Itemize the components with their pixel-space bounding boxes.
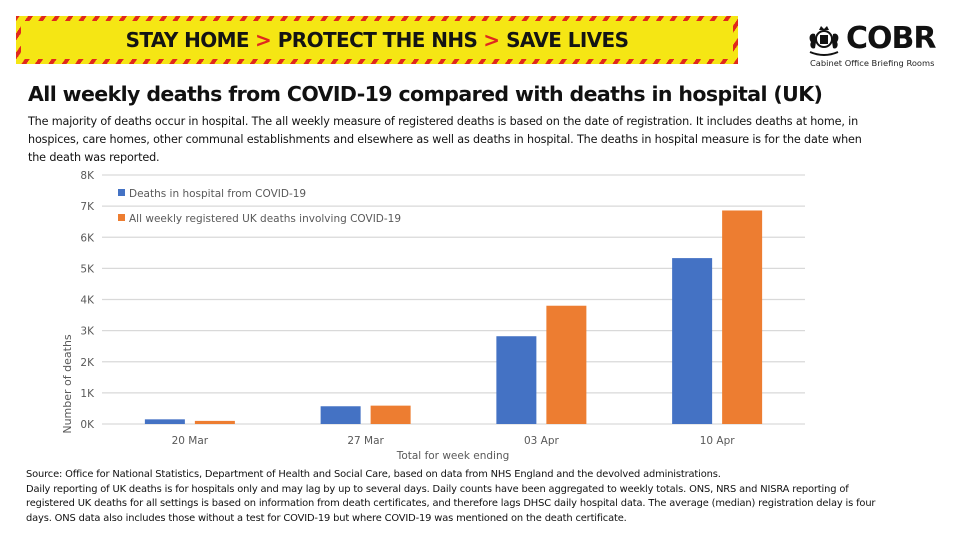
- x-axis-ticks: 20 Mar 27 Mar 03 Apr 10 Apr: [172, 435, 736, 447]
- legend-label: All weekly registered UK deaths involvin…: [129, 213, 401, 225]
- description-line: The majority of deaths occur in hospital…: [28, 115, 859, 128]
- legend-swatch: [118, 214, 125, 221]
- logo-title: COBR: [846, 21, 936, 56]
- bar-hospital: [496, 336, 537, 424]
- chevron-right-icon: >: [254, 28, 272, 52]
- slogan-stay-home: STAY HOME: [125, 28, 250, 52]
- slogan-save-lives: SAVE LIVES: [506, 28, 629, 52]
- note-line: registered UK deaths for all settings is…: [26, 498, 876, 509]
- x-tick-label: 10 Apr: [700, 435, 736, 447]
- legend-swatch: [118, 189, 125, 196]
- legend-item: All weekly registered UK deaths involvin…: [118, 213, 401, 225]
- y-tick-label: 3K: [80, 326, 95, 338]
- slogan-protect-nhs: PROTECT THE NHS: [277, 28, 478, 52]
- bar-registered: [370, 405, 411, 424]
- bars: [144, 210, 763, 424]
- y-axis-label: Number of deaths: [61, 334, 74, 434]
- y-tick-label: 0K: [80, 419, 95, 431]
- y-tick-label: 4K: [80, 295, 95, 307]
- x-tick-label: 03 Apr: [524, 435, 560, 447]
- page-title: All weekly deaths from COVID-19 compared…: [28, 82, 823, 106]
- bar-registered: [194, 420, 235, 424]
- note-line: Daily reporting of UK deaths is for hosp…: [26, 483, 849, 495]
- y-tick-label: 8K: [80, 170, 95, 182]
- x-axis-label: Total for week ending: [396, 450, 510, 462]
- legend-item: Deaths in hospital from COVID-19: [118, 188, 306, 200]
- y-tick-label: 1K: [80, 388, 95, 400]
- y-tick-label: 7K: [80, 201, 95, 213]
- description-line: hospices, care homes, other communal est…: [28, 133, 862, 146]
- legend-label: Deaths in hospital from COVID-19: [129, 188, 306, 200]
- slogan-banner: STAY HOME > PROTECT THE NHS > SAVE LIVES: [16, 16, 738, 64]
- y-tick-label: 6K: [80, 232, 95, 244]
- bar-hospital: [672, 258, 713, 424]
- logo-subtitle: Cabinet Office Briefing Rooms: [810, 58, 935, 68]
- cobr-logo: COBR Cabinet Office Briefing Rooms: [806, 21, 946, 72]
- bar-chart: 0K 1K 2K 3K 4K 5K 6K 7K 8K 20 Mar 27 Mar 03 Apr 10 …: [61, 170, 805, 462]
- royal-coat-of-arms-icon: [809, 26, 839, 56]
- source-line: Source: Office for National Statistics, …: [26, 469, 721, 480]
- source-notes: Source: Office for National Statistics, …: [26, 468, 946, 526]
- x-tick-label: 27 Mar: [347, 435, 384, 447]
- legend: Deaths in hospital from COVID-19 All week…: [118, 188, 401, 225]
- y-tick-label: 2K: [80, 357, 95, 369]
- chart-description: The majority of deaths occur in hospital…: [28, 113, 928, 167]
- x-tick-label: 20 Mar: [172, 435, 209, 447]
- y-axis-ticks: 0K 1K 2K 3K 4K 5K 6K 7K 8K: [80, 170, 95, 431]
- bar-hospital: [144, 419, 185, 424]
- bar-registered: [722, 210, 763, 424]
- bar-hospital: [320, 406, 361, 424]
- bar-registered: [546, 305, 587, 424]
- chevron-right-icon: >: [483, 28, 501, 52]
- description-line: the death was reported.: [28, 151, 160, 164]
- y-tick-label: 5K: [80, 263, 95, 275]
- note-line: days. ONS data also includes those witho…: [26, 512, 627, 524]
